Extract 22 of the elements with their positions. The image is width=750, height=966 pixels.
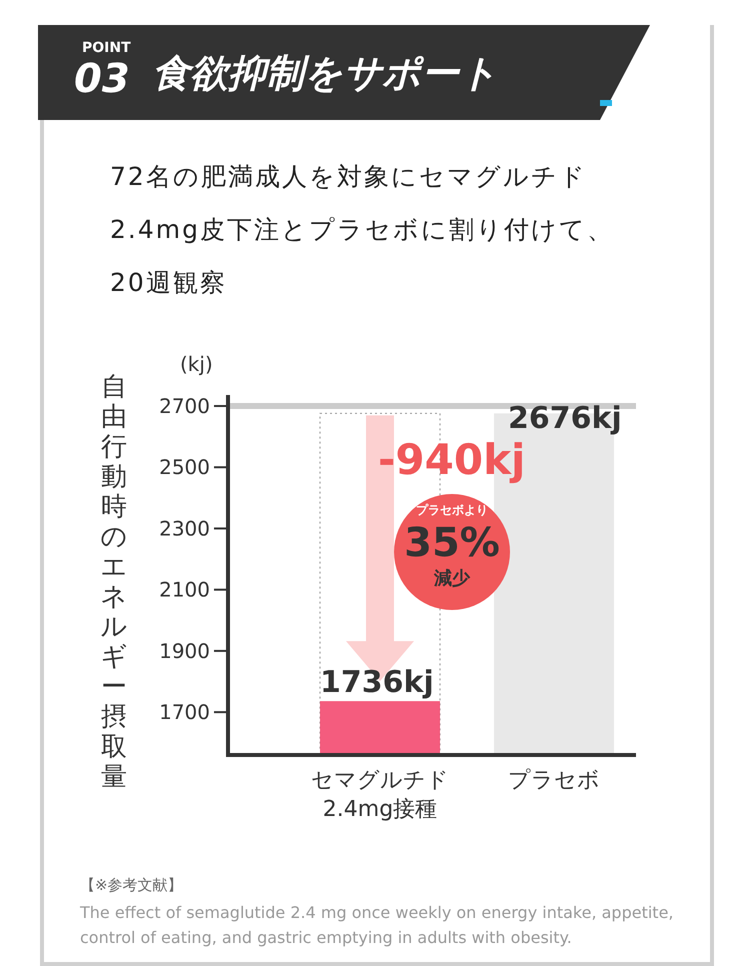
y-tick-label: 1900 [159, 638, 210, 663]
text: POINT [82, 40, 131, 56]
data-label: 2676kj [508, 401, 623, 436]
data-label: 1736kj [320, 665, 435, 700]
text: The effect of semaglutide 2.4 mg once weekly on energy intake, appetite, control of eating, and gastric emptying in adults with obesity. [80, 902, 674, 949]
text: (kj) [180, 352, 213, 376]
text: 03 [74, 56, 130, 102]
x-tick-label: プラセボ [507, 767, 601, 795]
y-tick-label: 1700 [159, 700, 210, 724]
y-tick-label: 2100 [159, 578, 210, 602]
chart-subtitle: 72名の肥満成人を対象にセマグルチド 2.4mg皮下注とプラセボに割り付けて、 20週観察 [110, 161, 614, 299]
y-tick-label: 2500 [159, 455, 210, 480]
x-tick-label: セマグルチド 2.4mg接種 [310, 767, 450, 824]
annotation: プラセボより [415, 503, 489, 517]
annotation: 35% [403, 520, 501, 566]
annotation: -940kj [378, 435, 526, 484]
y-tick-label: 2300 [159, 516, 210, 540]
annotation: 減少 [432, 568, 472, 589]
text: 【※参考文献】 [80, 876, 183, 895]
y-tick-label: 2700 [159, 394, 210, 418]
chart-title: 食欲抑制をサポート [152, 50, 498, 97]
text: 自由行動時のエネルギー摂取量 [100, 372, 128, 792]
